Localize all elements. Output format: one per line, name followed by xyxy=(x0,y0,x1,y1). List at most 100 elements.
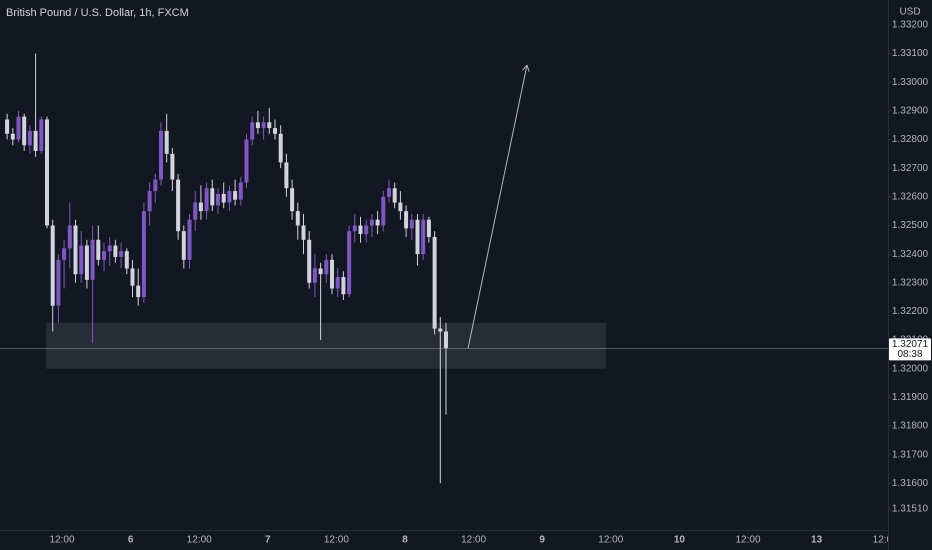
x-tick-label: 10 xyxy=(674,535,686,546)
candle-body xyxy=(5,119,10,134)
y-tick-label: 1.32500 xyxy=(892,220,929,231)
x-tick-label: 12:00 xyxy=(49,535,74,546)
candle-body xyxy=(324,259,329,275)
candle-body xyxy=(16,116,21,140)
candle-body xyxy=(426,219,431,237)
candle-body xyxy=(273,128,277,134)
candle-body xyxy=(369,219,374,226)
candle-body xyxy=(216,193,220,206)
y-tick-label: 1.31700 xyxy=(892,449,929,460)
candle-body xyxy=(204,188,209,212)
candle-body xyxy=(301,225,306,240)
candle-body xyxy=(22,116,27,146)
candle-body xyxy=(409,219,414,229)
candle-body xyxy=(284,162,289,189)
candle-body xyxy=(290,188,295,212)
candle-body xyxy=(62,248,67,260)
x-tick-label: 12:00 xyxy=(598,535,623,546)
y-tick-label: 1.32600 xyxy=(892,191,929,202)
x-tick-label: 6 xyxy=(128,535,134,546)
candle-body xyxy=(335,277,340,289)
candle-body xyxy=(170,153,175,180)
candle-body xyxy=(387,188,391,197)
candle-body xyxy=(147,191,152,212)
candle-body xyxy=(267,122,272,129)
candle-body xyxy=(113,245,118,257)
candle-body xyxy=(415,219,420,255)
candle-body xyxy=(33,130,38,151)
candle-body xyxy=(375,219,380,226)
candle-body xyxy=(73,225,78,275)
candle-body xyxy=(312,268,317,283)
y-tick-label: 1.33100 xyxy=(892,48,929,59)
candle-body xyxy=(278,133,283,163)
x-tick-label: 9 xyxy=(539,535,545,546)
candle-body xyxy=(227,191,232,203)
candle-body xyxy=(50,225,55,306)
support-zone xyxy=(46,322,606,369)
candle-body xyxy=(444,331,448,349)
arrow-head xyxy=(526,64,530,72)
y-tick-label: 1.31900 xyxy=(892,392,929,403)
candle-body xyxy=(318,268,323,275)
candle-body xyxy=(119,251,124,257)
candle-body xyxy=(107,245,112,252)
candle-body xyxy=(347,231,352,295)
candle-body xyxy=(295,211,300,226)
candle-body xyxy=(352,225,357,232)
countdown-label: 08:38 xyxy=(897,349,922,360)
candle-body xyxy=(198,202,203,212)
candle-body xyxy=(27,130,32,146)
candle-body xyxy=(364,225,369,235)
x-tick-label: 12:00 xyxy=(461,535,486,546)
candle-body xyxy=(159,130,163,180)
candle-body xyxy=(90,239,95,280)
x-tick-label: 12:00 xyxy=(324,535,349,546)
y-tick-label: 1.32800 xyxy=(892,134,929,145)
x-tick-label: 12:00 xyxy=(187,535,212,546)
y-tick-label: 1.32300 xyxy=(892,277,929,288)
x-tick-label: 13 xyxy=(811,535,823,546)
candle-body xyxy=(124,251,129,269)
last-price-label: 1.32071 xyxy=(892,339,929,350)
candle-body xyxy=(307,239,312,283)
candle-body xyxy=(153,179,158,192)
candle-body xyxy=(233,191,238,200)
candle-body xyxy=(130,268,135,286)
arrow xyxy=(467,64,528,349)
x-tick-label: 7 xyxy=(265,535,271,546)
candle-body xyxy=(181,231,186,260)
y-tick-label: 1.32200 xyxy=(892,306,929,317)
candle-body xyxy=(102,251,106,260)
candle-body xyxy=(261,122,266,129)
candle-body xyxy=(187,219,192,260)
candle-body xyxy=(56,259,61,306)
candle-body xyxy=(141,211,146,298)
x-tick-label: 8 xyxy=(402,535,408,546)
y-tick-label: 1.32900 xyxy=(892,106,929,117)
candle-body xyxy=(84,245,89,280)
candle-body xyxy=(358,225,363,235)
candle-body xyxy=(398,202,403,212)
y-tick-label: 1.32400 xyxy=(892,249,929,260)
candle-body xyxy=(330,259,334,289)
y-tick-label: 1.31800 xyxy=(892,421,929,432)
candle-body xyxy=(432,236,437,329)
currency-label: USD xyxy=(899,7,920,18)
candle-body xyxy=(164,130,169,154)
candle-body xyxy=(79,245,84,275)
candle-body xyxy=(136,285,141,298)
y-tick-label: 1.32000 xyxy=(892,363,929,374)
candle-body xyxy=(381,196,386,226)
arrow-head xyxy=(522,64,528,71)
candle-body xyxy=(255,122,260,129)
candle-body xyxy=(67,225,72,249)
x-tick-label: 12:00 xyxy=(735,535,760,546)
candle-body xyxy=(39,119,44,151)
plot-area: 12:00 6 12:00 7 12:00 8 12:00 9 12:00 10 12:00 13 12… xyxy=(0,53,888,546)
candle-body xyxy=(238,182,243,200)
candle-body xyxy=(10,133,15,140)
candle-body xyxy=(193,202,198,220)
